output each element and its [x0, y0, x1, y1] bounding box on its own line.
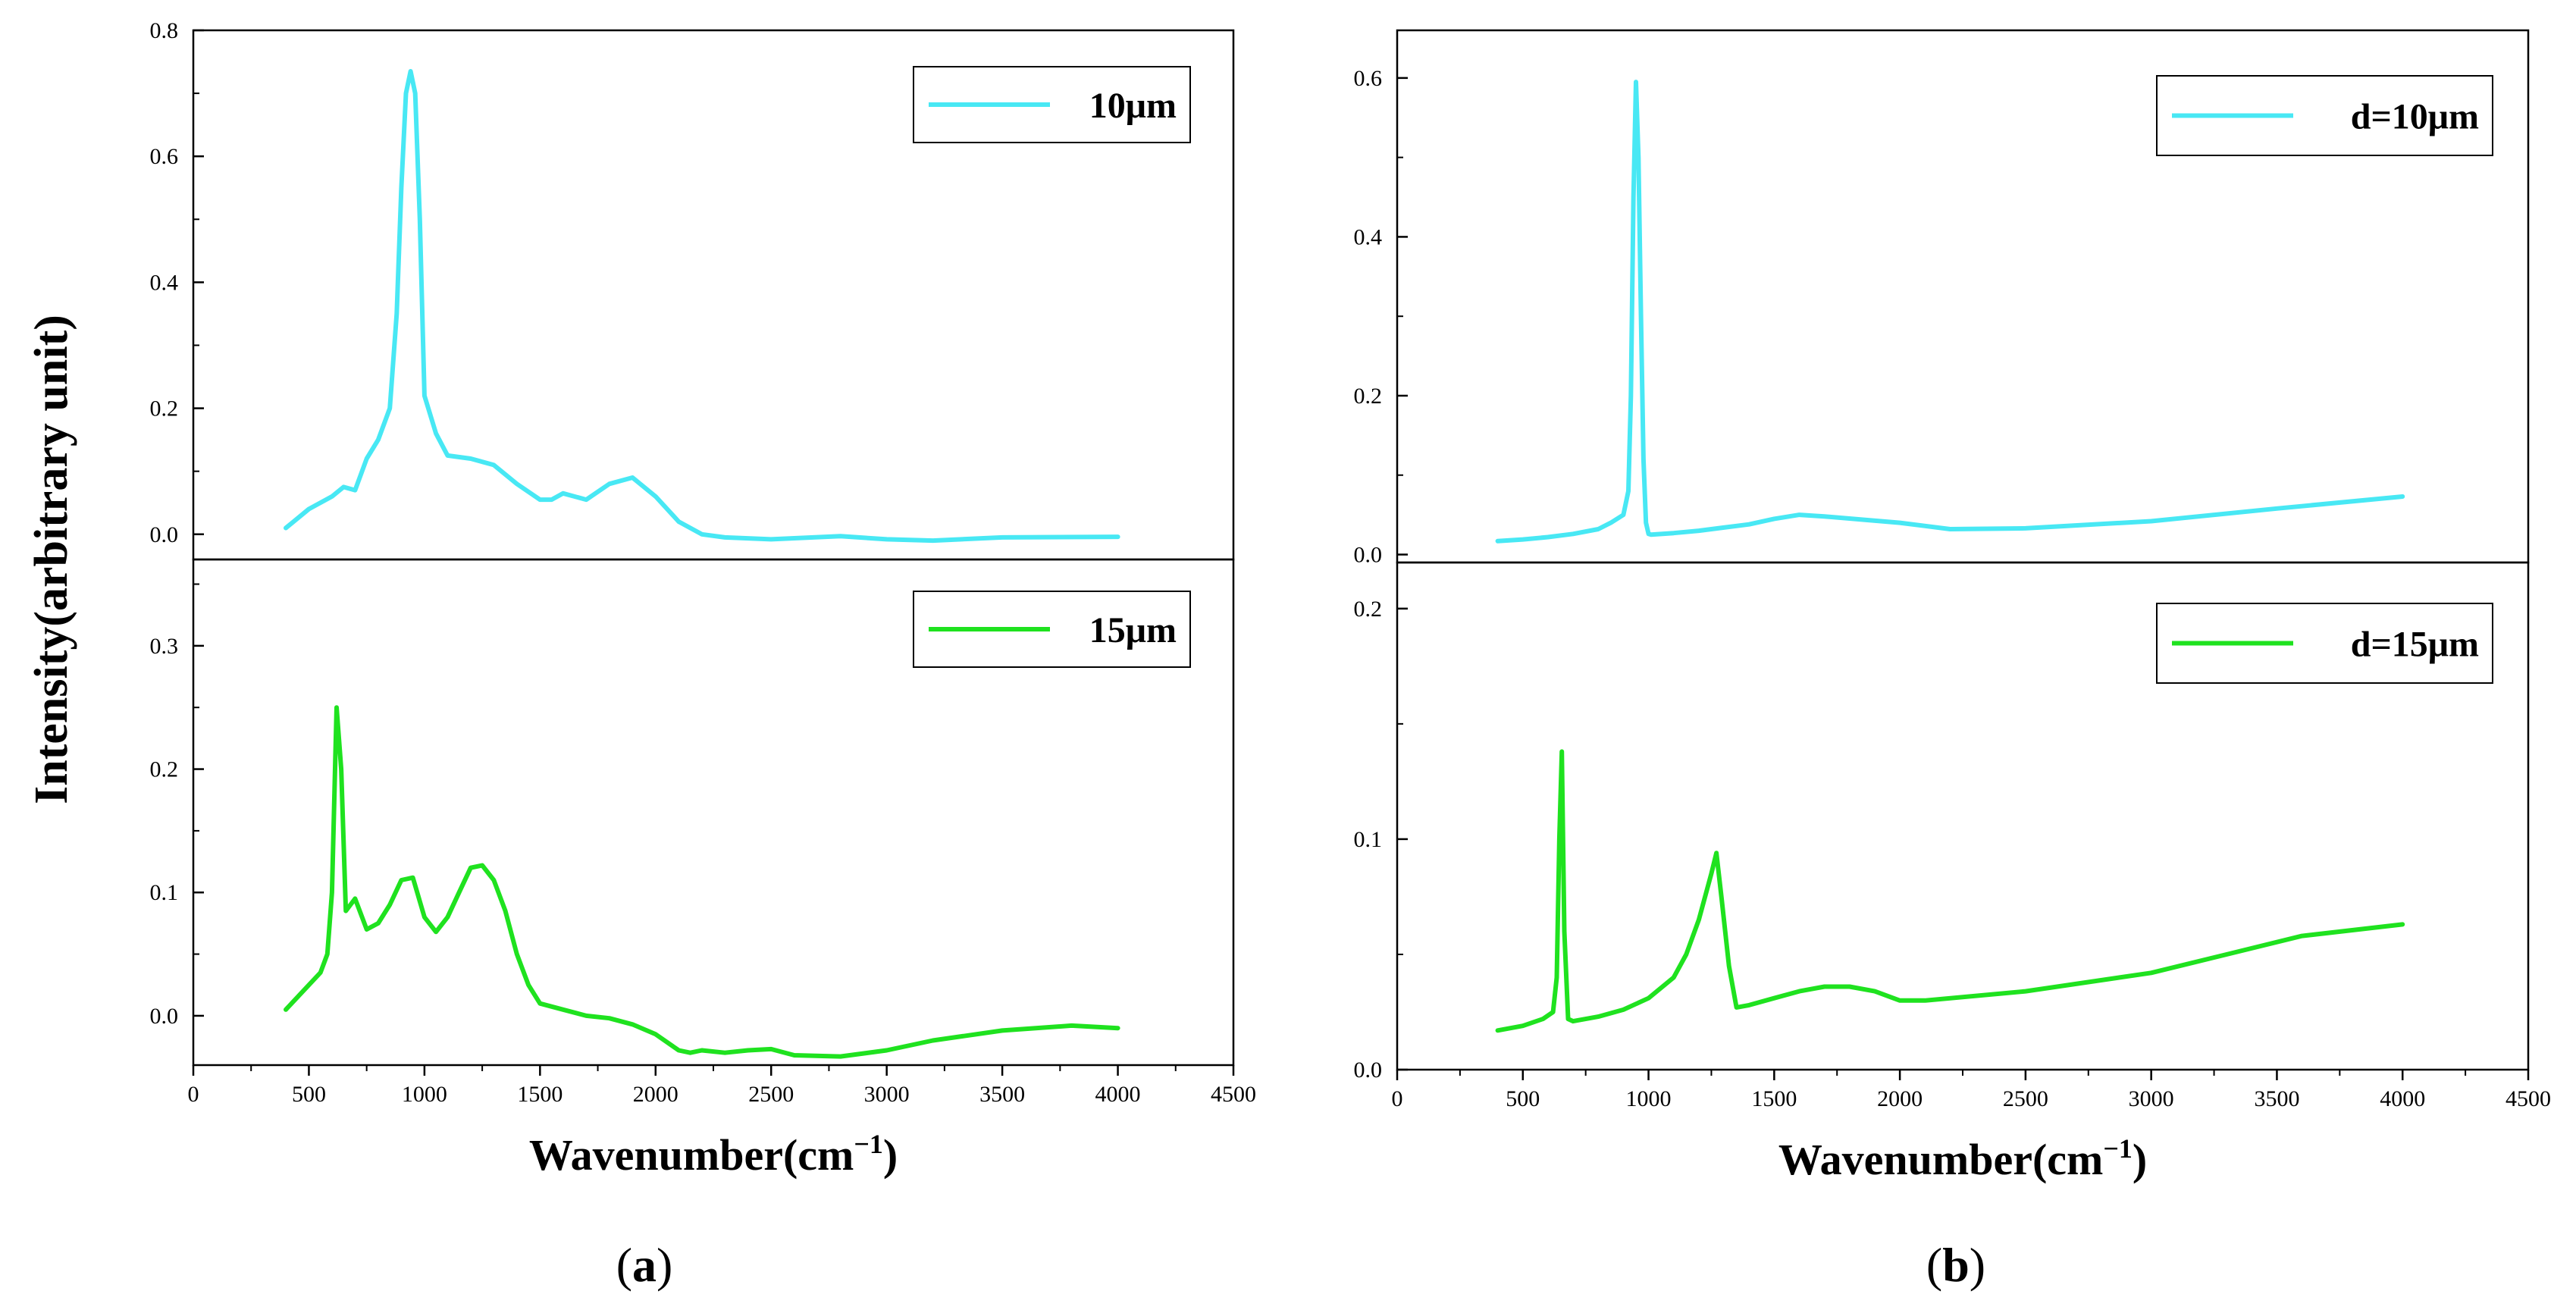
- y-tick-label: 0.4: [150, 270, 179, 295]
- x-tick-label: 4000: [2380, 1086, 2425, 1111]
- caption-b-letter: b: [1942, 1238, 1970, 1292]
- chart-b-bottom: 0.0 0.1 0.2 0 500 1000 1500 2000 2500 3000 3500 400…: [1354, 561, 2551, 1184]
- x-tick-label: 3500: [979, 1082, 1025, 1107]
- legend: 10μm: [913, 66, 1191, 143]
- x-tick-label: 1500: [517, 1082, 563, 1107]
- x-tick-label: 2000: [1877, 1086, 1923, 1111]
- series-line: [1495, 80, 2405, 544]
- y-tick-label: 0.0: [150, 1004, 179, 1029]
- caption-b-open: (: [1926, 1238, 1942, 1292]
- x-tick-label: 1500: [1751, 1086, 1797, 1111]
- y-tick-label: 0.0: [1354, 543, 1383, 568]
- y-tick-label: 0.3: [150, 634, 179, 659]
- x-tick-label: 2500: [2003, 1086, 2048, 1111]
- x-tick-label: 500: [292, 1082, 326, 1107]
- legend-label: d=10μm: [2351, 97, 2479, 137]
- x-tick-label: 2500: [748, 1082, 794, 1107]
- x-tick-label: 0: [188, 1082, 199, 1107]
- y-tick-label: 0.2: [150, 757, 179, 782]
- y-tick-label: 0.2: [150, 396, 179, 421]
- x-tick-label: 3000: [864, 1082, 910, 1107]
- x-tick-label: 1000: [1626, 1086, 1672, 1111]
- legend: d=15μm: [2156, 603, 2493, 684]
- y-tick-label: 0.4: [1354, 224, 1383, 249]
- legend: d=10μm: [2156, 75, 2493, 156]
- x-tick-label: 500: [1506, 1086, 1540, 1111]
- y-tick-label: 0.8: [150, 18, 179, 43]
- chart-b-top: 0.0 0.2 0.4 0.6 d=10μm: [1354, 29, 2530, 568]
- x-tick-label: 4500: [1211, 1082, 1256, 1107]
- legend: 15μm: [913, 591, 1191, 668]
- y-tick-label: 0.6: [1354, 66, 1383, 91]
- legend-label: 10μm: [1089, 86, 1177, 126]
- caption-a-close: ): [657, 1238, 672, 1292]
- x-tick-label: 0: [1392, 1086, 1403, 1111]
- x-axis-title: Wavenumber(cm−1): [1778, 1133, 2147, 1184]
- x-tick-label: 4000: [1095, 1082, 1141, 1107]
- x-axis-title: Wavenumber(cm−1): [529, 1129, 898, 1180]
- series-line: [1495, 749, 2405, 1033]
- panel-a: 0.0 0.2 0.4 0.6 0.8 10μm 0.0 0.1 0.2 0.3 0 500 1000 1…: [150, 18, 1257, 1180]
- x-tick-label: 2000: [633, 1082, 678, 1107]
- x-tick-label: 4500: [2505, 1086, 2551, 1111]
- x-tick-label: 3500: [2254, 1086, 2299, 1111]
- caption-b: (b): [1926, 1238, 1985, 1292]
- y-axis-title: Intensity(arbitrary unit): [26, 315, 77, 804]
- series-line: [284, 705, 1120, 1059]
- y-tick-label: 0.0: [150, 522, 179, 547]
- x-tick-label: 3000: [2129, 1086, 2174, 1111]
- x-tick-label: 1000: [402, 1082, 447, 1107]
- chart-a-bottom: 0.0 0.1 0.2 0.3 0 500 1000 1500 2000 2500 3000 3500…: [150, 558, 1256, 1180]
- y-tick-label: 0.2: [1354, 597, 1383, 622]
- y-tick-label: 0.1: [150, 880, 179, 905]
- caption-a-open: (: [616, 1238, 632, 1292]
- y-tick-label: 0.2: [1354, 384, 1383, 409]
- panel-b: 0.0 0.2 0.4 0.6 d=10μm 0.0 0.1 0.2 0 500 1000 1500 2…: [1354, 29, 2551, 1184]
- legend-label: d=15μm: [2351, 625, 2479, 665]
- legend-label: 15μm: [1089, 610, 1177, 650]
- y-tick-label: 0.1: [1354, 827, 1383, 852]
- caption-b-close: ): [1970, 1238, 1985, 1292]
- chart-a-top: 0.0 0.2 0.4 0.6 0.8 10μm: [150, 18, 1235, 561]
- caption-a-letter: a: [632, 1238, 657, 1292]
- y-tick-label: 0.6: [150, 144, 179, 169]
- series-line: [284, 69, 1120, 544]
- caption-a: (a): [616, 1238, 673, 1292]
- y-tick-label: 0.0: [1354, 1058, 1383, 1083]
